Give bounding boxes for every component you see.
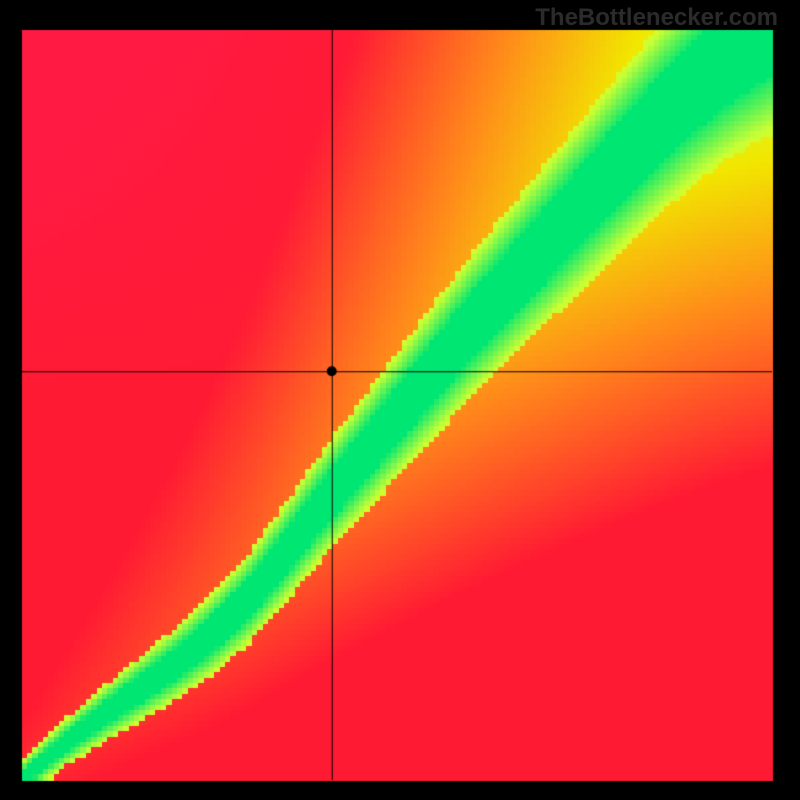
- watermark-text: TheBottlenecker.com: [535, 4, 778, 32]
- bottleneck-heatmap: [0, 0, 800, 800]
- chart-container: { "canvas": { "width": 800, "height": 80…: [0, 0, 800, 800]
